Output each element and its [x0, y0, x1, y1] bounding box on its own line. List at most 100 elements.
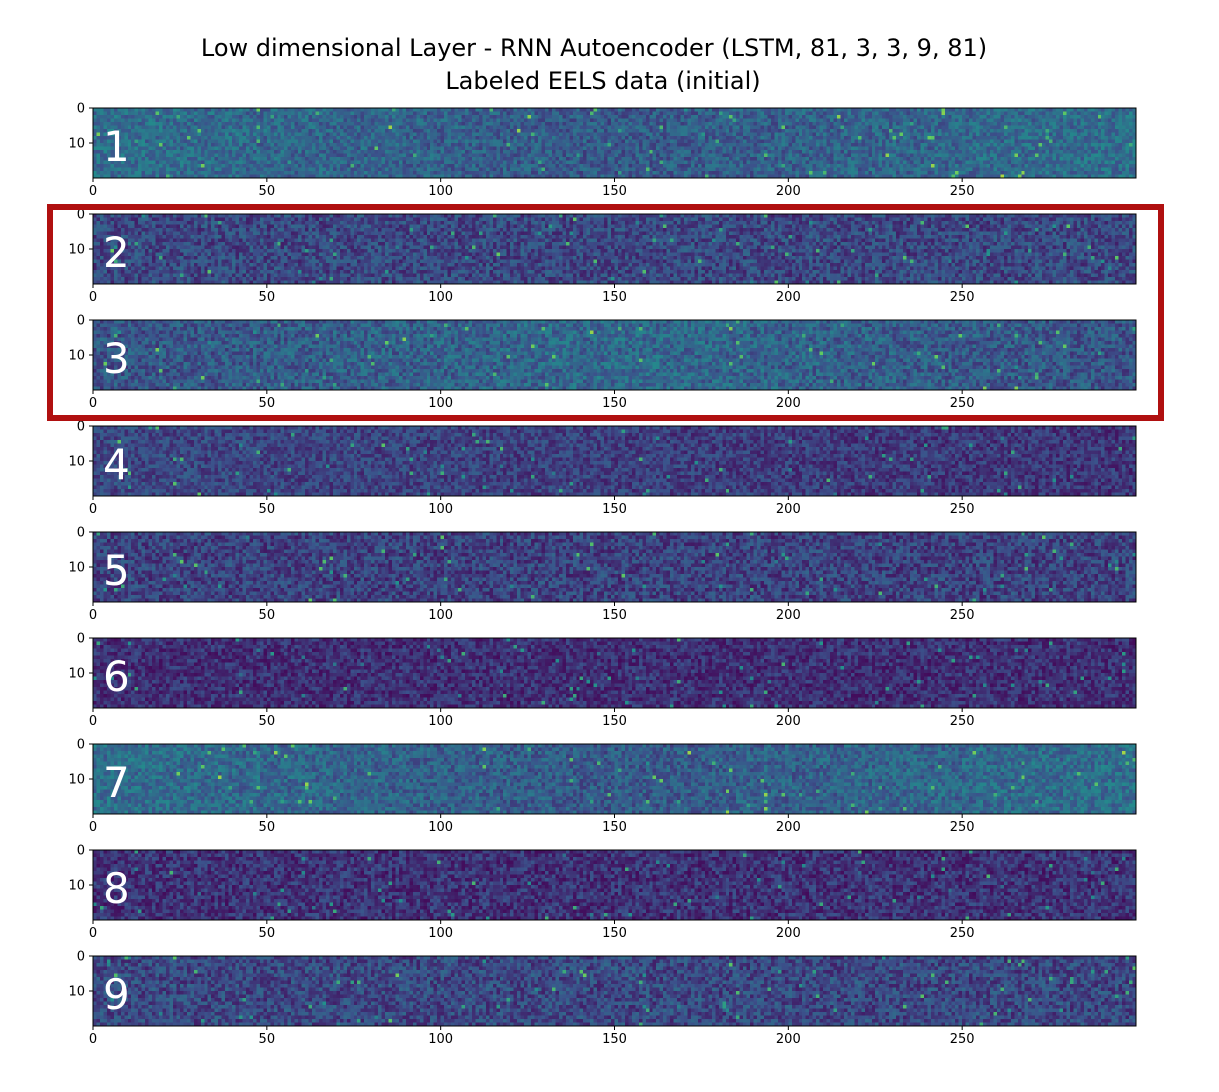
x-tick-label: 0 [89, 820, 97, 835]
x-tick-label: 250 [950, 608, 975, 623]
x-tick-label: 250 [950, 714, 975, 729]
x-tick-label: 50 [259, 502, 276, 517]
panel-number-label: 5 [103, 546, 130, 595]
y-tick-label: 0 [77, 420, 85, 435]
panel-5: 0 50 100 150 200 250 0 10 5 [68, 526, 1137, 623]
panel-6: 0 50 100 150 200 250 0 10 6 [68, 632, 1137, 729]
panel-number-label: 9 [103, 970, 130, 1019]
x-tick-label: 150 [602, 290, 627, 305]
heatmap-2 [93, 214, 1136, 284]
heatmap-4 [93, 426, 1136, 496]
panel-number-label: 7 [103, 758, 130, 807]
y-tick-label: 10 [68, 879, 85, 894]
x-tick-label: 200 [776, 184, 801, 199]
y-tick-label: 10 [68, 137, 85, 152]
x-tick-label: 100 [428, 820, 453, 835]
x-tick-label: 0 [89, 502, 97, 517]
x-tick-label: 50 [259, 714, 276, 729]
x-tick-label: 250 [950, 184, 975, 199]
y-tick-label: 0 [77, 102, 85, 117]
x-tick-label: 0 [89, 926, 97, 941]
highlight-box [47, 204, 1164, 421]
heatmap-3 [93, 320, 1136, 390]
x-tick-label: 0 [89, 714, 97, 729]
panel-2: 0 50 100 150 200 250 0 10 2 [68, 208, 1137, 305]
x-tick-label: 250 [950, 1032, 975, 1047]
panel-3: 0 50 100 150 200 250 0 10 3 [68, 314, 1137, 411]
x-tick-label: 100 [428, 184, 453, 199]
chart-title: Low dimensional Layer - RNN Autoencoder … [201, 34, 987, 62]
panel-number-label: 6 [103, 652, 130, 701]
x-tick-label: 50 [259, 184, 276, 199]
panel-7: 0 50 100 150 200 250 0 10 7 [68, 738, 1137, 835]
x-tick-label: 250 [950, 290, 975, 305]
y-tick-label: 0 [77, 632, 85, 647]
x-tick-label: 50 [259, 290, 276, 305]
x-tick-label: 150 [602, 1032, 627, 1047]
x-tick-label: 250 [950, 396, 975, 411]
y-tick-label: 10 [68, 243, 85, 258]
x-tick-label: 0 [89, 1032, 97, 1047]
panel-4: 0 50 100 150 200 250 0 10 4 [68, 420, 1137, 517]
x-tick-label: 200 [776, 820, 801, 835]
heatmap-8 [93, 850, 1136, 920]
panel-number-label: 4 [103, 440, 130, 489]
x-tick-label: 0 [89, 184, 97, 199]
x-tick-label: 50 [259, 1032, 276, 1047]
y-tick-label: 10 [68, 985, 85, 1000]
x-tick-label: 100 [428, 290, 453, 305]
x-tick-label: 250 [950, 926, 975, 941]
panel-8: 0 50 100 150 200 250 0 10 8 [68, 844, 1137, 941]
x-tick-label: 50 [259, 926, 276, 941]
panel-number-label: 8 [103, 864, 130, 913]
heatmap-7 [93, 744, 1136, 814]
x-tick-label: 100 [428, 608, 453, 623]
x-tick-label: 50 [259, 608, 276, 623]
panel-number-label: 1 [103, 122, 130, 171]
x-tick-label: 50 [259, 396, 276, 411]
x-tick-label: 150 [602, 502, 627, 517]
y-tick-label: 0 [77, 738, 85, 753]
panel-number-label: 3 [103, 334, 130, 383]
y-tick-label: 10 [68, 773, 85, 788]
y-tick-label: 0 [77, 526, 85, 541]
x-tick-label: 150 [602, 396, 627, 411]
x-tick-label: 200 [776, 290, 801, 305]
x-tick-label: 100 [428, 926, 453, 941]
chart-subtitle: Labeled EELS data (initial) [445, 67, 760, 95]
y-tick-label: 0 [77, 208, 85, 223]
x-tick-label: 250 [950, 502, 975, 517]
x-tick-label: 150 [602, 714, 627, 729]
x-tick-label: 200 [776, 926, 801, 941]
x-tick-label: 200 [776, 396, 801, 411]
heatmap-1 [93, 108, 1136, 178]
y-tick-label: 10 [68, 349, 85, 364]
x-tick-label: 150 [602, 926, 627, 941]
x-tick-label: 100 [428, 396, 453, 411]
x-tick-label: 150 [602, 608, 627, 623]
x-tick-label: 50 [259, 820, 276, 835]
y-tick-label: 10 [68, 667, 85, 682]
x-tick-label: 0 [89, 608, 97, 623]
x-tick-label: 100 [428, 502, 453, 517]
heatmap-6 [93, 638, 1136, 708]
y-tick-label: 0 [77, 844, 85, 859]
heatmap-5 [93, 532, 1136, 602]
x-tick-label: 0 [89, 290, 97, 305]
heatmap-9 [93, 956, 1136, 1026]
panel-9: 0 50 100 150 200 250 0 10 9 [68, 950, 1137, 1047]
x-tick-label: 150 [602, 184, 627, 199]
x-tick-label: 200 [776, 1032, 801, 1047]
x-tick-label: 250 [950, 820, 975, 835]
x-tick-label: 200 [776, 714, 801, 729]
x-tick-label: 0 [89, 396, 97, 411]
x-tick-label: 100 [428, 714, 453, 729]
panel-1: 0 50 100 150 200 250 0 10 1 [68, 102, 1137, 199]
panel-number-label: 2 [103, 228, 130, 277]
x-tick-label: 200 [776, 608, 801, 623]
x-tick-label: 100 [428, 1032, 453, 1047]
y-tick-label: 10 [68, 455, 85, 470]
y-tick-label: 0 [77, 314, 85, 329]
